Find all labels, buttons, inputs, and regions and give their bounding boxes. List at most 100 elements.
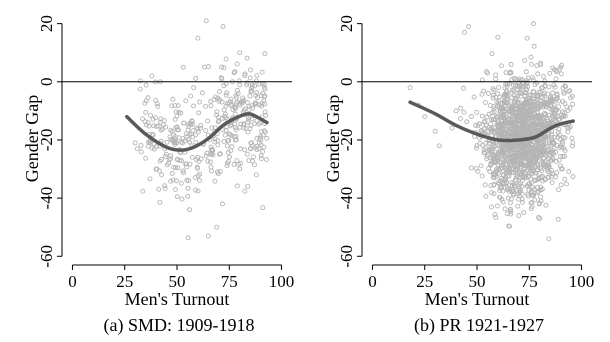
scatter-point [509,121,515,127]
scatter-point [506,170,512,176]
scatter-point [252,162,257,168]
x-tick-label: 0 [68,272,77,291]
scatter-point [137,78,143,84]
scatter-point [449,125,455,131]
scatter-point [524,130,530,136]
scatter-point [547,70,553,76]
scatter-point [486,91,491,96]
scatter-point [501,152,507,158]
scatter-point [223,56,229,62]
scatter-point [522,174,528,180]
scatter-point [503,161,509,167]
scatter-point [532,102,538,108]
scatter-point [212,139,218,145]
scatter-point [484,156,490,162]
scatter-point [219,64,224,70]
scatter-point [516,213,522,219]
scatter-point [496,167,502,173]
scatter-point [529,93,535,99]
scatter-point [503,70,509,75]
scatter-point [537,153,543,159]
scatter-point [237,166,243,172]
scatter-point [247,145,253,151]
scatter-point [156,186,162,192]
scatter-point [164,139,170,145]
scatter-point [209,147,215,153]
scatter-point [511,99,517,105]
scatter-point [468,165,474,171]
scatter-point [195,154,201,160]
scatter-point [488,160,494,166]
scatter-point [242,147,248,153]
scatter-point [528,206,534,212]
scatter-point [493,159,499,165]
scatter-point [505,186,511,192]
scatter-point [524,35,530,41]
scatter-point [150,116,156,122]
scatter-point [195,126,201,132]
scatter-point [209,168,214,174]
scatter-point [222,111,228,117]
scatter-point [564,104,570,110]
scatter-point [171,132,177,138]
scatter-point [254,90,260,96]
y-tick-label: 0 [337,78,356,87]
scatter-point [193,132,199,138]
scatter-point [479,127,484,133]
scatter-point [217,151,223,157]
scatter-point [515,203,521,209]
scatter-point [508,70,514,76]
scatter-point [220,24,226,29]
scatter-point [196,110,202,116]
scatter-point [537,116,543,122]
scatter-point [181,120,187,126]
scatter-points [132,18,270,241]
scatter-point [550,155,556,161]
scatter-point [496,85,502,90]
scatter-point [519,191,525,197]
scatter-point [558,64,564,70]
scatter-point [148,112,154,118]
scatter-point [143,122,149,128]
scatter-point [479,113,485,119]
scatter-point [233,104,239,110]
scatter-point [556,104,562,110]
scatter-point [558,71,564,77]
scatter-point [493,72,499,78]
scatter-point [223,92,229,98]
scatter-point [521,152,527,158]
scatter-point [518,90,524,96]
scatter-point [553,96,559,102]
scatter-point [149,145,155,151]
scatter-point [527,123,533,129]
scatter-point [531,21,536,27]
scatter-point [132,140,138,146]
scatter-point [175,103,181,109]
scatter-point [532,197,538,203]
scatter-point [541,162,547,168]
scatter-point [525,140,531,146]
scatter-point [542,78,548,84]
scatter-point [564,181,569,187]
scatter-point [535,184,541,190]
scatter-point [191,103,197,109]
scatter-point [180,64,186,70]
scatter-point [529,61,534,67]
x-tick-label: 25 [416,272,433,291]
scatter-point [543,202,549,208]
scatter-point [466,24,472,29]
scatter-point [258,142,264,148]
scatter-point [560,85,566,91]
y-ticks: 20 0 -20 -40 -60 [37,15,62,268]
scatter-point [492,128,498,134]
scatter-point [149,73,155,79]
scatter-point [237,102,243,108]
scatter-point [214,112,220,118]
scatter-point [505,195,511,201]
scatter-point [516,182,522,188]
scatter-point [167,134,173,140]
scatter-point [525,193,531,199]
x-tick-label: 100 [569,272,595,291]
scatter-point [475,168,481,174]
scatter-point [263,112,269,118]
